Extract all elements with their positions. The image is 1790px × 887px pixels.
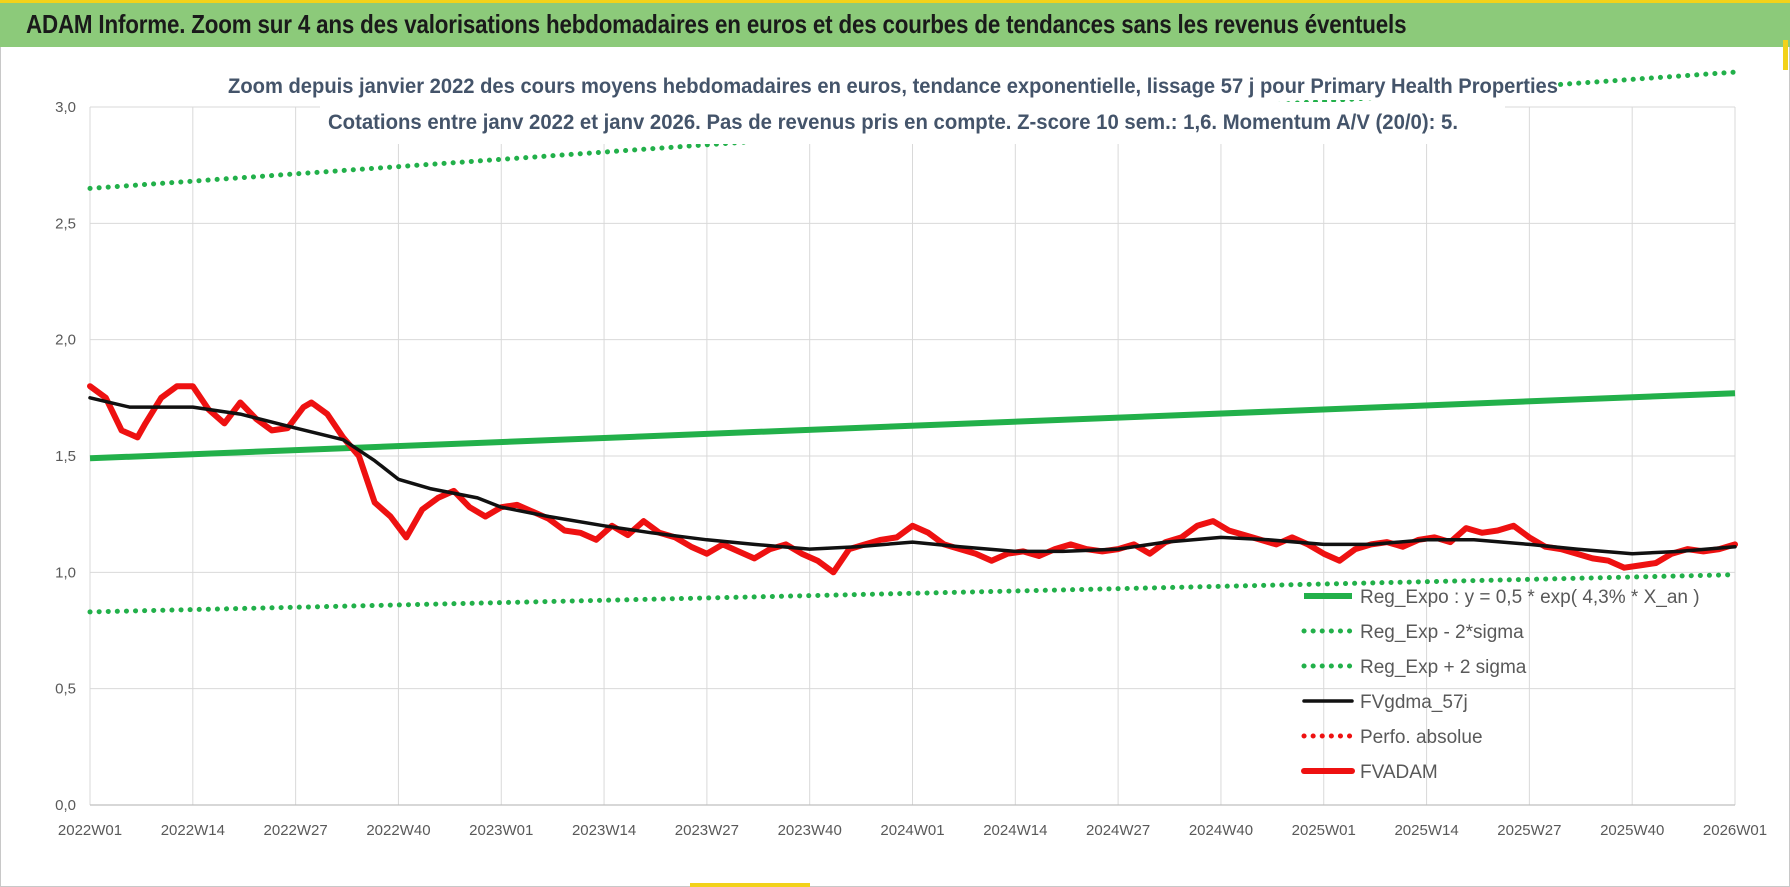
x-tick-label: 2023W27	[675, 822, 739, 839]
x-axis-ticks: 2022W01 2022W14 2022W27 2022W40 2023W01 2023W…	[58, 822, 1767, 839]
chart-legend: Reg_Expo : y = 0,5 * exp( 4,3% * X_an ) R…	[1301, 587, 1700, 783]
series-line-0	[89, 390, 1736, 462]
legend-label: FVgdma_57j	[1360, 692, 1468, 713]
banner-title: ADAM Informe. Zoom sur 4 ans des valoris…	[26, 9, 1407, 39]
x-tick-label: 2022W40	[366, 822, 430, 839]
x-tick-label: 2022W01	[58, 822, 122, 839]
x-tick-label: 2023W40	[778, 822, 842, 839]
legend-label: Reg_Exp + 2 sigma	[1360, 657, 1527, 678]
accent-marker-bottom	[690, 883, 810, 887]
title-banner: ADAM Informe. Zoom sur 4 ans des valoris…	[0, 0, 1790, 47]
legend-label: FVADAM	[1360, 762, 1438, 783]
y-tick-label: 1,0	[55, 564, 76, 581]
series-line-3	[88, 396, 1737, 556]
x-tick-label: 2025W40	[1600, 822, 1664, 839]
x-tick-label: 2025W27	[1497, 822, 1561, 839]
chart-series	[87, 69, 1738, 615]
x-tick-label: 2025W14	[1394, 822, 1458, 839]
legend-label: Reg_Exp - 2*sigma	[1360, 622, 1524, 643]
x-tick-label: 2024W14	[983, 822, 1047, 839]
y-tick-label: 0,0	[55, 797, 76, 814]
x-tick-label: 2022W14	[161, 822, 225, 839]
x-tick-label: 2024W01	[880, 822, 944, 839]
legend-label: Perfo. absolue	[1360, 727, 1483, 748]
y-tick-label: 3,0	[55, 99, 76, 116]
series-line-1	[87, 572, 1738, 615]
y-tick-label: 2,5	[55, 215, 76, 232]
chart-subtitle: Zoom depuis janvier 2022 des cours moyen…	[228, 70, 1558, 144]
x-tick-label: 2022W27	[264, 822, 328, 839]
x-tick-label: 2023W14	[572, 822, 636, 839]
x-tick-label: 2023W01	[469, 822, 533, 839]
legend-label: Reg_Expo : y = 0,5 * exp( 4,3% * X_an )	[1360, 587, 1700, 608]
x-tick-label: 2026W01	[1703, 822, 1767, 839]
chart-grid	[89, 106, 1736, 806]
x-tick-label: 2025W01	[1292, 822, 1356, 839]
y-tick-label: 0,5	[55, 681, 76, 698]
y-tick-label: 2,0	[55, 332, 76, 349]
y-axis-ticks: 0,0 0,5 1,0 1,5 2,0 2,5 3,0	[55, 99, 76, 814]
y-tick-label: 1,5	[55, 448, 76, 465]
subtitle-line-2: Cotations entre janv 2022 et janv 2026. …	[328, 111, 1458, 134]
subtitle-line-1: Zoom depuis janvier 2022 des cours moyen…	[228, 75, 1558, 98]
x-tick-label: 2024W27	[1086, 822, 1150, 839]
accent-marker-right	[1783, 40, 1788, 70]
x-tick-label: 2024W40	[1189, 822, 1253, 839]
